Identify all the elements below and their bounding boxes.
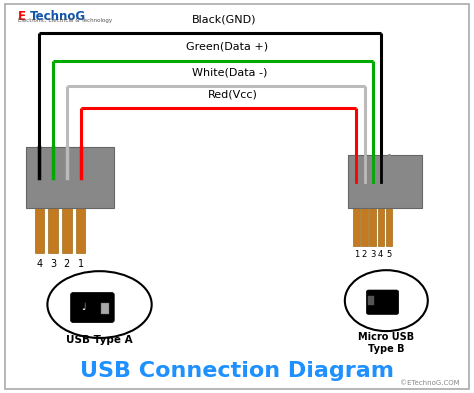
Bar (385, 202, 392, 246)
Text: 2: 2 (362, 250, 367, 259)
Text: 1: 1 (78, 259, 83, 269)
FancyBboxPatch shape (368, 296, 374, 305)
Bar (348, 155, 422, 208)
Text: 5: 5 (386, 250, 392, 259)
Bar (378, 202, 384, 246)
Bar (361, 202, 368, 246)
Bar (35, 200, 44, 253)
Text: ©ETechnoG.COM: ©ETechnoG.COM (400, 380, 460, 386)
Text: Black(GND): Black(GND) (192, 15, 256, 24)
Text: 2: 2 (64, 259, 70, 269)
Bar (76, 200, 85, 253)
Bar (353, 202, 359, 246)
Bar (62, 200, 72, 253)
FancyBboxPatch shape (366, 290, 399, 314)
Text: 1: 1 (354, 250, 359, 259)
Text: TechnoG: TechnoG (29, 10, 85, 23)
Text: E: E (18, 10, 26, 23)
FancyBboxPatch shape (5, 4, 469, 389)
Bar (101, 303, 109, 314)
Text: White(Data -): White(Data -) (192, 68, 268, 77)
Text: 3: 3 (370, 250, 375, 259)
Text: 4: 4 (378, 250, 383, 259)
Text: USB Connection Diagram: USB Connection Diagram (80, 362, 394, 381)
Text: ♩: ♩ (81, 302, 86, 312)
Bar (48, 200, 58, 253)
Text: 4: 4 (36, 259, 42, 269)
Text: Red(Vcc): Red(Vcc) (208, 89, 258, 99)
Text: Green(Data +): Green(Data +) (186, 42, 268, 52)
Text: Electronic, Electrical & Technology: Electronic, Electrical & Technology (18, 18, 112, 23)
Text: 3: 3 (50, 259, 56, 269)
Text: USB Type A: USB Type A (66, 335, 133, 345)
Bar (26, 147, 114, 208)
Bar (370, 202, 375, 246)
FancyBboxPatch shape (71, 292, 114, 323)
Text: Micro USB
Type B: Micro USB Type B (358, 332, 414, 354)
